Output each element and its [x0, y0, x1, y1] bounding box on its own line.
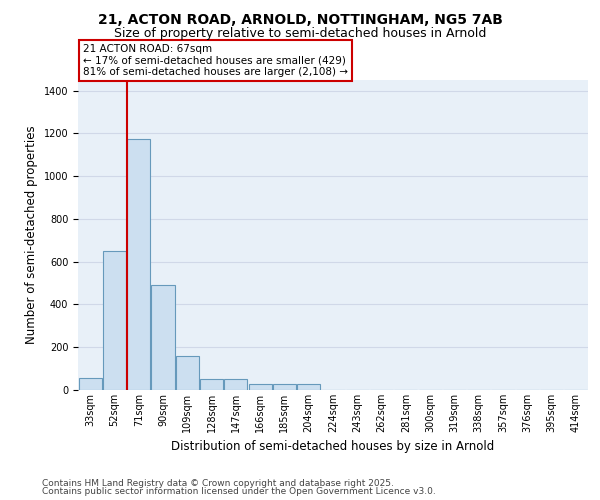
Y-axis label: Number of semi-detached properties: Number of semi-detached properties [25, 126, 38, 344]
Bar [79, 378, 101, 390]
Text: 21, ACTON ROAD, ARNOLD, NOTTINGHAM, NG5 7AB: 21, ACTON ROAD, ARNOLD, NOTTINGHAM, NG5 … [98, 12, 502, 26]
Bar [297, 384, 320, 390]
Text: Contains HM Land Registry data © Crown copyright and database right 2025.: Contains HM Land Registry data © Crown c… [42, 478, 394, 488]
X-axis label: Distribution of semi-detached houses by size in Arnold: Distribution of semi-detached houses by … [172, 440, 494, 454]
Bar [103, 251, 126, 390]
Bar [151, 285, 175, 390]
Bar [176, 356, 199, 390]
Bar [248, 384, 272, 390]
Bar [200, 380, 223, 390]
Text: Contains public sector information licensed under the Open Government Licence v3: Contains public sector information licen… [42, 488, 436, 496]
Bar [273, 384, 296, 390]
Text: Size of property relative to semi-detached houses in Arnold: Size of property relative to semi-detach… [114, 28, 486, 40]
Bar [224, 380, 247, 390]
Text: 21 ACTON ROAD: 67sqm
← 17% of semi-detached houses are smaller (429)
81% of semi: 21 ACTON ROAD: 67sqm ← 17% of semi-detac… [83, 44, 348, 77]
Bar [127, 139, 150, 390]
